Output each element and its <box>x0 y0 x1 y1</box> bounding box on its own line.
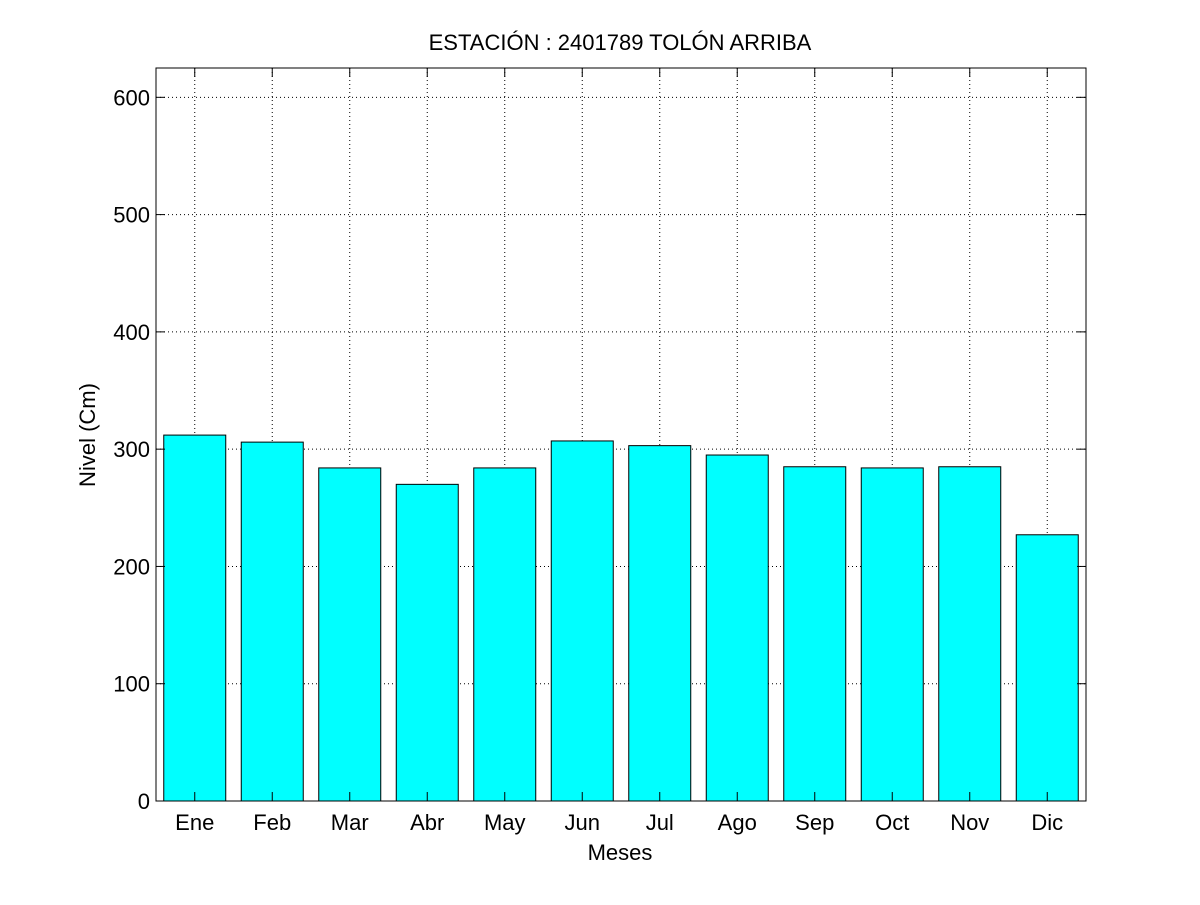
bar-group <box>163 434 1079 801</box>
bar-mar <box>318 467 382 801</box>
bar-ene <box>163 434 227 801</box>
bar-abr <box>395 483 459 801</box>
y-tick-label: 300 <box>113 437 150 462</box>
x-tick-label-jul: Jul <box>646 810 674 835</box>
bar-nov <box>938 466 1002 801</box>
bar-sep <box>783 466 847 801</box>
x-tick-label-feb: Feb <box>253 810 291 835</box>
bar-dic <box>1015 534 1079 801</box>
bars <box>163 434 1079 801</box>
y-tick-label: 0 <box>138 789 150 814</box>
x-tick-label-dic: Dic <box>1031 810 1063 835</box>
bar-oct <box>860 467 924 801</box>
x-tick-label-jun: Jun <box>565 810 600 835</box>
chart-title: ESTACIÓN : 2401789 TOLÓN ARRIBA <box>429 30 812 55</box>
x-tick-label-may: May <box>484 810 526 835</box>
y-tick-label: 600 <box>113 85 150 110</box>
bar-jun <box>550 440 614 801</box>
tick-labels: Ene Feb Mar Abr May Jun Jul Ago Sep Oct Nov Dic 0 100… <box>113 85 1063 835</box>
x-tick-label-ene: Ene <box>175 810 214 835</box>
bar-ago <box>705 454 769 801</box>
bar-jul <box>628 445 692 801</box>
x-tick-label-mar: Mar <box>331 810 369 835</box>
bar-feb <box>240 441 304 801</box>
x-tick-label-nov: Nov <box>950 810 989 835</box>
y-tick-label: 200 <box>113 554 150 579</box>
x-tick-label-oct: Oct <box>875 810 909 835</box>
plot-frame <box>155 67 1087 802</box>
x-tick-label-sep: Sep <box>795 810 834 835</box>
axes <box>155 67 1087 802</box>
y-tick-label: 400 <box>113 320 150 345</box>
y-tick-label: 100 <box>113 672 150 697</box>
y-tick-label: 500 <box>113 203 150 228</box>
bar-may <box>473 467 537 801</box>
x-tick-label-ago: Ago <box>718 810 757 835</box>
x-tick-label-abr: Abr <box>410 810 444 835</box>
x-axis-title: Meses <box>588 840 653 865</box>
y-axis-title: Nivel (Cm) <box>75 383 100 487</box>
